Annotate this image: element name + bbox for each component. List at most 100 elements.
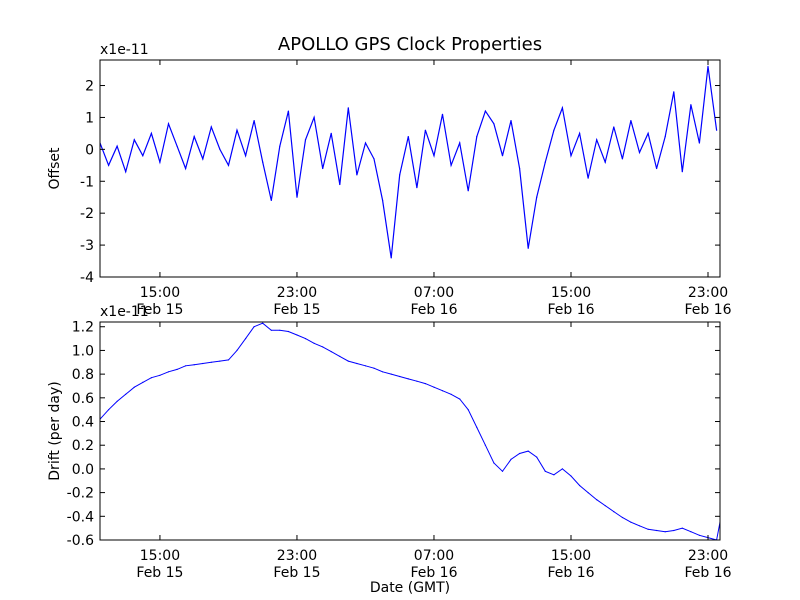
- data-point: [193, 364, 195, 366]
- data-point: [167, 123, 170, 125]
- data-point: [236, 349, 238, 351]
- data-point: [519, 167, 521, 170]
- data-point: [553, 474, 555, 476]
- data-point: [116, 145, 118, 147]
- data-point: [656, 167, 658, 170]
- y-tick-label: 0.2: [72, 438, 94, 454]
- data-point: [664, 136, 666, 138]
- data-point: [638, 525, 641, 527]
- data-point: [459, 398, 461, 400]
- data-point: [433, 386, 435, 388]
- y-tick-label: -1: [80, 174, 94, 190]
- data-point: [399, 375, 401, 378]
- y-tick-label: -0.4: [67, 509, 94, 525]
- data-point: [433, 155, 435, 157]
- data-point: [185, 167, 187, 170]
- data-point: [399, 174, 401, 176]
- x-tick-time-label: 07:00: [414, 548, 454, 564]
- data-point: [193, 136, 195, 138]
- data-point: [647, 528, 649, 530]
- data-point: [596, 499, 598, 501]
- data-point: [142, 381, 144, 383]
- data-point: [347, 107, 349, 109]
- y-tick-label: 1.0: [72, 343, 94, 359]
- data-point: [330, 132, 332, 134]
- data-point: [382, 199, 384, 201]
- data-point: [570, 475, 572, 477]
- data-point: [587, 492, 589, 494]
- data-point: [501, 470, 504, 472]
- data-point: [356, 174, 358, 176]
- x-tick-time-label: 07:00: [414, 285, 454, 301]
- data-point: [621, 516, 624, 519]
- data-point: [407, 136, 409, 138]
- data-point: [604, 505, 606, 507]
- x-tick-time-label: 15:00: [551, 285, 591, 301]
- data-point: [621, 158, 624, 160]
- x-axis-label: Date (GMT): [370, 580, 450, 596]
- y-tick-label: 0.4: [72, 415, 94, 431]
- data-point: [493, 123, 495, 125]
- data-point: [313, 116, 315, 118]
- data-point: [304, 139, 307, 141]
- data-point: [407, 378, 409, 380]
- data-point: [459, 142, 461, 144]
- data-point: [647, 132, 649, 134]
- y-tick-label: -3: [80, 238, 94, 254]
- x-tick-date-label: Feb 16: [410, 565, 457, 581]
- data-point: [664, 531, 666, 533]
- data-point: [279, 329, 281, 331]
- data-point: [150, 132, 152, 134]
- y-tick-label: 2: [85, 79, 94, 95]
- data-point: [159, 161, 161, 163]
- data-point: [441, 390, 444, 392]
- data-point: [553, 129, 555, 131]
- data-point: [347, 360, 349, 362]
- x-tick-date-label: Feb 15: [273, 565, 320, 581]
- data-point: [630, 521, 632, 523]
- x-tick-date-label: Feb 16: [547, 302, 594, 318]
- data-point: [424, 383, 426, 385]
- data-point: [304, 338, 307, 340]
- data-point: [638, 151, 641, 154]
- y-tick-label: -0.6: [67, 533, 94, 549]
- data-point: [245, 338, 247, 340]
- data-point: [253, 120, 255, 122]
- data-point: [501, 155, 504, 157]
- data-point: [467, 409, 469, 411]
- data-point: [390, 373, 392, 375]
- y-tick-label: 1.2: [72, 320, 94, 336]
- data-point: [330, 351, 332, 353]
- x-tick-date-label: Feb 16: [410, 302, 457, 318]
- data-point: [373, 158, 375, 160]
- data-point: [270, 329, 272, 331]
- y-scale-label: x1e-11: [100, 304, 149, 320]
- data-point: [210, 126, 212, 128]
- data-point: [484, 110, 486, 112]
- data-point: [262, 322, 264, 324]
- data-point: [322, 346, 324, 348]
- data-point: [253, 326, 255, 328]
- data-point: [476, 426, 478, 428]
- data-point: [356, 362, 358, 365]
- data-point: [125, 171, 127, 173]
- data-point: [467, 190, 469, 192]
- data-point: [159, 374, 161, 376]
- x-tick-time-label: 15:00: [551, 548, 591, 564]
- data-point: [287, 330, 289, 333]
- y-tick-label: 0: [85, 142, 94, 158]
- data-point: [544, 161, 546, 163]
- x-tick-date-label: Feb 15: [136, 302, 183, 318]
- data-point: [450, 164, 452, 166]
- data-point: [690, 531, 692, 533]
- data-point: [416, 187, 418, 189]
- y-tick-label: 0.6: [72, 391, 94, 407]
- y-axis-label: Offset: [47, 147, 63, 190]
- data-point: [210, 361, 212, 363]
- data-point: [108, 409, 110, 411]
- data-point: [630, 120, 632, 122]
- data-point: [673, 91, 675, 93]
